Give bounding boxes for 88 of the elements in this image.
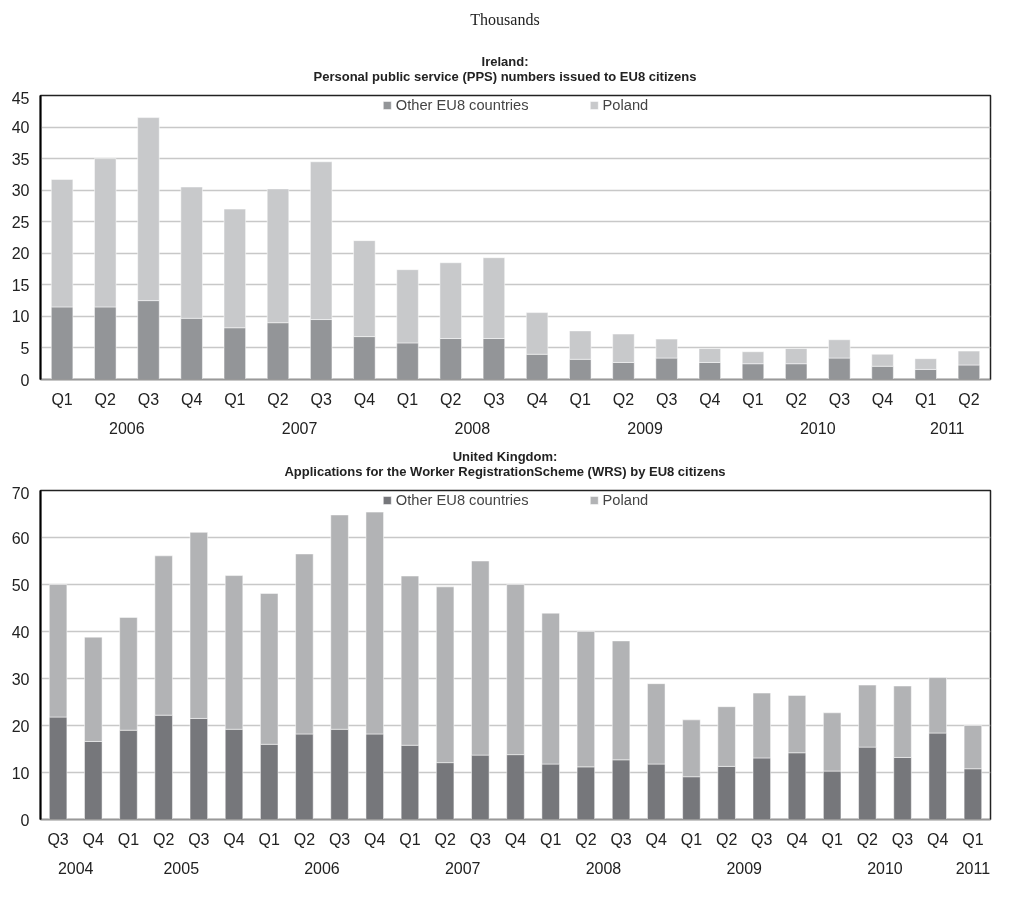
text: 2011: [955, 859, 991, 877]
x-tick-label: Q4: [504, 830, 527, 848]
x-tick-label: Q1: [821, 830, 843, 848]
text: 2009: [726, 859, 763, 877]
x-tick-label: Q1: [962, 830, 984, 848]
y-tick-label: 30: [11, 182, 30, 200]
text: 2007: [281, 419, 318, 437]
x-tick-label: Q1: [680, 830, 703, 848]
legend-label: Other EU8 countries: [395, 96, 529, 113]
x-tick-label: Q4: [699, 390, 721, 408]
x-tick-label: Q2: [293, 830, 316, 848]
y-tick-label: 10: [11, 308, 30, 326]
text: 2008: [585, 859, 622, 877]
x-tick-label: Q1: [117, 830, 140, 848]
text: 2006: [109, 419, 145, 437]
text: 2009: [627, 419, 663, 437]
x-tick-label: Q3: [47, 830, 69, 848]
x-tick-label: Q2: [152, 830, 175, 848]
y-tick-label: 25: [11, 213, 30, 231]
chart-title: United Kingdom: Applications for the Worker RegistrationScheme (WRS) by EU8 citizens: [283, 448, 727, 479]
x-tick-label: Q3: [137, 390, 160, 408]
x-tick-label: Q1: [396, 390, 419, 408]
x-tick-label: Q4: [927, 830, 949, 848]
x-tick-label: Q2: [785, 390, 807, 408]
y-tick-label: 35: [11, 150, 30, 168]
y-tick-label: 40: [11, 623, 30, 641]
x-tick-label: Q1: [399, 830, 421, 848]
text: 2010: [867, 859, 903, 877]
x-tick-label: Q1: [258, 830, 280, 848]
y-tick-label: 70: [11, 484, 30, 502]
x-tick-label: Q1: [569, 390, 592, 408]
legend-label: Other EU8 countries: [395, 492, 529, 509]
x-tick-label: Q1: [742, 390, 764, 408]
y-tick-label: 0: [20, 371, 30, 389]
text: 2006: [304, 859, 340, 877]
y-tick-label: 40: [11, 119, 30, 137]
x-tick-label: Q1: [915, 390, 937, 408]
x-tick-label: Q2: [612, 390, 635, 408]
x-tick-label: Q3: [483, 390, 505, 408]
legend-label: Poland: [602, 492, 649, 509]
y-tick-label: 30: [11, 670, 30, 688]
x-tick-label: Q4: [223, 830, 245, 848]
x-tick-label: Q2: [440, 390, 462, 408]
x-tick-label: Q3: [655, 390, 678, 408]
y-tick-label: 60: [11, 529, 30, 547]
x-tick-label: Q2: [575, 830, 597, 848]
text: 2011: [930, 419, 965, 437]
x-tick-label: Q3: [828, 390, 851, 408]
x-tick-label: Q4: [353, 390, 376, 408]
x-tick-label: Q4: [364, 830, 386, 848]
y-tick-label: 50: [11, 576, 30, 594]
x-tick-label: Q3: [891, 830, 914, 848]
y-tick-label: 10: [11, 764, 30, 782]
x-tick-label: Q4: [526, 390, 548, 408]
x-tick-label: Q1: [224, 390, 246, 408]
x-tick-label: Q3: [328, 830, 351, 848]
y-tick-label: 15: [11, 276, 30, 294]
x-tick-label: Q2: [856, 830, 879, 848]
y-tick-label: 45: [11, 89, 30, 107]
text: 2005: [163, 859, 200, 877]
text: 2007: [444, 859, 481, 877]
x-tick-label: Q4: [180, 390, 203, 408]
legend-label: Poland: [602, 96, 649, 113]
x-tick-label: Q2: [715, 830, 738, 848]
y-axis-title: Thousands: [469, 10, 541, 30]
chart-title: Ireland: Personal public service (PPS) numbers issued to EU8 citizens: [312, 53, 698, 84]
x-tick-label: Q1: [51, 390, 73, 408]
y-tick-label: 0: [20, 811, 30, 829]
x-tick-label: Q2: [958, 390, 980, 408]
x-tick-label: Q4: [645, 830, 668, 848]
y-tick-label: 20: [11, 717, 30, 735]
x-tick-label: Q4: [786, 830, 808, 848]
x-tick-label: Q1: [540, 830, 562, 848]
x-tick-label: Q3: [610, 830, 632, 848]
x-tick-label: Q3: [188, 830, 210, 848]
y-tick-label: 5: [20, 339, 30, 357]
text: 2010: [799, 419, 836, 437]
x-tick-label: Q2: [434, 830, 456, 848]
y-tick-label: 20: [11, 245, 30, 263]
text: 2004: [57, 859, 94, 877]
x-tick-label: Q3: [469, 830, 492, 848]
x-tick-label: Q3: [310, 390, 332, 408]
x-tick-label: Q2: [94, 390, 117, 408]
x-tick-label: Q4: [82, 830, 105, 848]
x-tick-label: Q2: [267, 390, 289, 408]
x-tick-label: Q4: [871, 390, 894, 408]
x-tick-label: Q3: [751, 830, 773, 848]
text: 2008: [454, 419, 491, 437]
